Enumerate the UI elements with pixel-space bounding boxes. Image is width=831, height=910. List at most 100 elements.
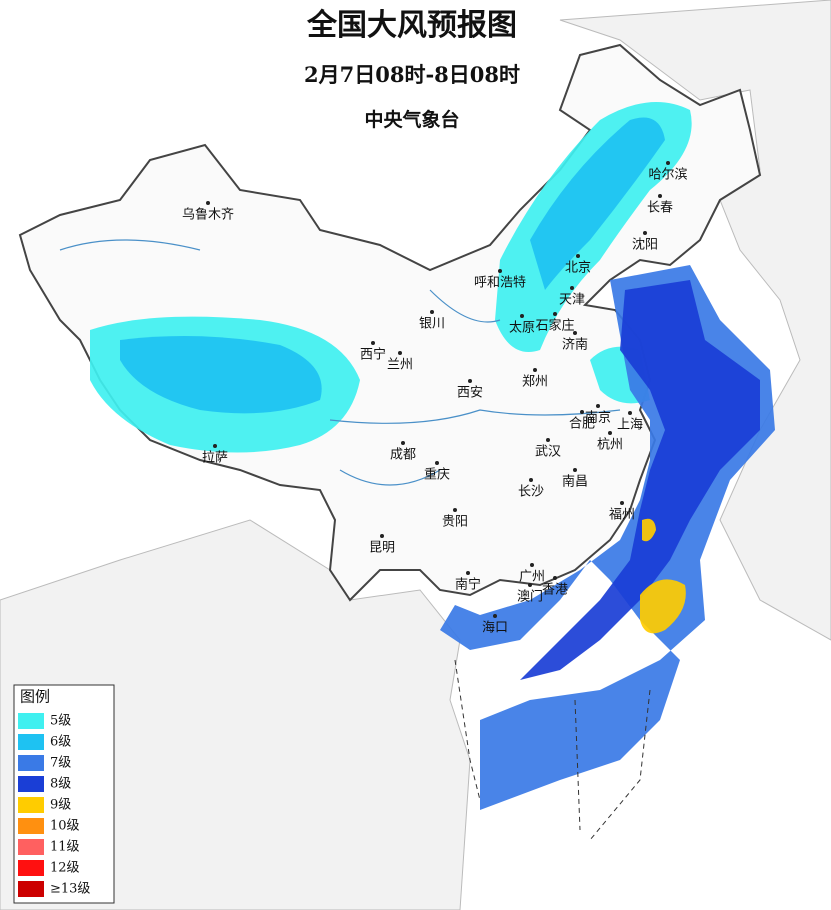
city-dot [371,341,375,345]
city-label: 南昌 [562,474,588,490]
city-dot [529,478,533,482]
city-label: 香港 [542,583,568,598]
legend-swatch [18,713,44,729]
city-label: 拉萨 [202,451,228,466]
city-dot [658,194,662,198]
city-label: 海口 [482,621,508,636]
title: 全国大风预报图 [306,8,517,43]
city-label: 长沙 [518,485,544,500]
legend: 5级 6级 7级 8级 9级 10级 11级 12级 ≥13级 [18,713,90,897]
city-dot [666,161,670,165]
city-dot [570,286,574,290]
city-dot [628,411,632,415]
legend-swatch [18,818,44,834]
wind-area [120,336,322,414]
city-dot [435,461,439,465]
neighbour-land [559,0,831,641]
wind-area [640,579,686,634]
city-label: 杭州 [597,438,623,453]
city-label: 长春 [647,201,673,216]
city-dot [206,201,210,205]
city-label: 乌鲁木齐 [182,207,234,223]
city-dot [530,563,534,567]
legend-label: 5级 [50,714,71,729]
city-label: 西安 [457,386,483,401]
city-dot [580,410,584,414]
issuer: 中央气象台 [364,108,459,131]
city-dot [546,438,550,442]
city-dot [608,431,612,435]
legend-label: 9级 [50,798,71,813]
legend-swatch [18,797,44,813]
city-dot [596,404,600,408]
city-label: 天津 [559,293,585,308]
city-dot [573,468,577,472]
city-label: 澳门 [517,589,543,605]
neighbour-land [0,519,471,910]
wind-area [530,117,665,290]
legend-label: 6级 [50,735,71,750]
city-dot [430,310,434,314]
city-label: 上海 [617,418,643,433]
city-label: 昆明 [369,541,395,556]
sea-boundary [454,659,651,841]
legend-swatch [18,860,44,876]
city-label: 郑州 [522,375,548,390]
city-dot [493,614,497,618]
city-label: 太原 [509,321,535,336]
city-label: 武汉 [535,445,561,460]
city-dot [380,534,384,538]
city-dot [398,351,402,355]
city-dot [553,576,557,580]
legend-swatch [18,839,44,855]
legend-label: 11级 [50,840,80,855]
city-label: 兰州 [387,358,413,373]
wind-area [520,280,760,680]
city-label: 石家庄 [535,318,574,334]
wind-area [642,518,656,542]
city-label: 北京 [565,261,591,276]
city-label: 西宁 [360,347,386,363]
legend-swatch [18,776,44,792]
river [59,239,621,486]
city-label: 济南 [562,337,588,353]
city-label: 南宁 [455,577,481,593]
legend-label: 8级 [50,777,71,792]
wind-areas [90,102,775,810]
city-label: 哈尔滨 [648,167,687,183]
city-label: 贵阳 [442,515,468,530]
time-range: 2月7日08时-8日08时 [304,62,520,87]
city-dot [643,231,647,235]
city-dot [528,583,532,587]
legend-label: 7级 [50,756,71,771]
legend-title: 图例 [20,688,50,706]
legend-swatch [18,755,44,771]
city-dot [533,368,537,372]
city-dot [620,501,624,505]
city-label: 福州 [609,508,635,523]
city-label: 呼和浩特 [474,276,526,291]
city-dot [401,441,405,445]
city-dot [453,508,457,512]
city-dot [553,312,557,316]
city-dot [573,331,577,335]
legend-label: 12级 [50,861,80,876]
city-dot [498,269,502,273]
city-label: 沈阳 [632,238,658,253]
city-dot [576,254,580,258]
city-dot [213,444,217,448]
legend-swatch [18,734,44,750]
city-label: 广州 [519,570,545,585]
city-label: 成都 [390,448,416,463]
city-label: 合肥 [569,417,595,432]
legend-swatch [18,881,44,897]
legend-label: ≥13级 [50,882,90,897]
city-label: 银川 [419,317,445,332]
city-dot [468,379,472,383]
city-dot [466,571,470,575]
city-label: 南京 [585,410,611,426]
city-label: 重庆 [424,467,450,483]
